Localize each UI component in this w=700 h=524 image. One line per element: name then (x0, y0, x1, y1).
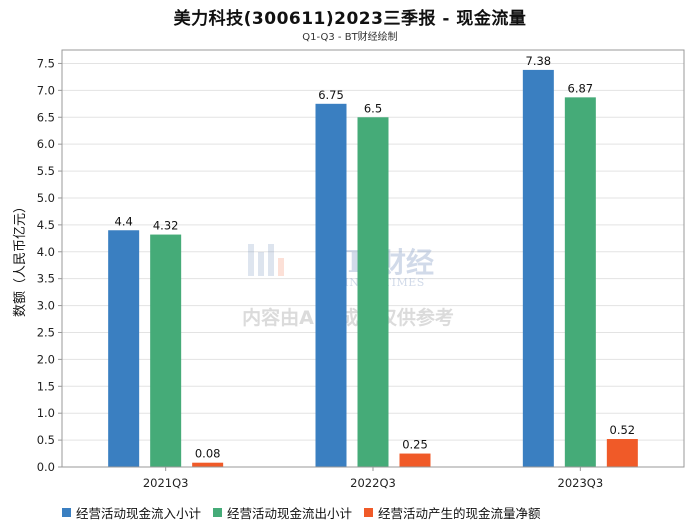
y-tick-label-13: 6.5 (37, 110, 55, 124)
legend-label-net: 经营活动产生的现金流量净额 (378, 506, 541, 521)
y-tick-label-8: 4.0 (37, 245, 55, 259)
chart-subtitle: Q1-Q3 - BT财经绘制 (302, 32, 398, 43)
bar-2022Q3-s0 (315, 103, 347, 467)
axes: 0.0 0.5 1.0 1.5 2.0 2.5 3.0 3.5 4.0 4.5 5.0 5.5 6.0 6… (37, 49, 685, 490)
legend-swatch-net (364, 508, 374, 517)
x-tick-label-0: 2021Q3 (143, 476, 189, 490)
legend-label-inflow: 经营活动现金流入小计 (76, 506, 202, 521)
legend-swatch-outflow (213, 508, 223, 517)
y-tick-label-7: 3.5 (37, 272, 55, 286)
x-tick-label-2: 2023Q3 (558, 476, 604, 490)
data-label-2022Q3-s1: 6.5 (364, 101, 382, 115)
y-tick-label-11: 5.5 (37, 164, 55, 178)
legend-label-outflow: 经营活动现金流出小计 (227, 506, 353, 521)
legend-item-inflow[interactable]: 经营活动现金流入小计 (62, 503, 201, 522)
legend-item-net[interactable]: 经营活动产生的现金流量净额 (364, 503, 541, 522)
y-tick-label-5: 2.5 (37, 325, 55, 339)
bar-2023Q3-s0 (522, 69, 554, 467)
bar-2022Q3-s2 (399, 453, 431, 467)
bar-2021Q3-s2 (192, 462, 224, 467)
data-label-2022Q3-s0: 6.75 (318, 88, 344, 102)
y-tick-label-14: 7.0 (37, 83, 55, 97)
watermark-notice: 内容由AI生成，仅供参考 (242, 306, 454, 329)
data-labels: 4.4 4.32 0.08 6.75 6.5 0.25 7.38 6.87 0.52 (115, 54, 636, 461)
legend: 经营活动现金流入小计 经营活动现金流出小计 经营活动产生的现金流量净额 (62, 503, 541, 522)
y-axis-label: 数额（人民币亿元） (13, 200, 28, 317)
y-tick-label-1: 0.5 (37, 433, 55, 447)
y-tick-label-2: 1.0 (37, 406, 55, 420)
data-label-2021Q3-s0: 4.4 (115, 214, 133, 228)
data-label-2021Q3-s1: 4.32 (153, 219, 179, 233)
data-label-2023Q3-s1: 6.87 (568, 81, 594, 95)
y-tick-label-15: 7.5 (37, 56, 55, 70)
data-label-2023Q3-s2: 0.52 (610, 423, 636, 437)
bar-2021Q3-s1 (150, 234, 182, 467)
y-tick-label-9: 4.5 (37, 218, 55, 232)
bar-marks (108, 69, 638, 468)
x-tick-label-1: 2022Q3 (350, 476, 396, 490)
y-tick-label-0: 0.0 (37, 460, 55, 474)
data-label-2021Q3-s2: 0.08 (195, 447, 221, 461)
bar-2023Q3-s2 (606, 439, 638, 467)
y-tick-label-3: 1.5 (37, 379, 55, 393)
bar-2021Q3-s0 (108, 230, 140, 467)
legend-item-outflow[interactable]: 经营活动现金流出小计 (213, 503, 352, 522)
y-tick-label-10: 5.0 (37, 191, 55, 205)
data-label-2023Q3-s0: 7.38 (526, 54, 552, 68)
bar-2022Q3-s1 (357, 117, 389, 468)
bar-2023Q3-s1 (564, 97, 596, 468)
chart-title: 美力科技(300611)2023三季报 - 现金流量 (173, 9, 527, 29)
legend-swatch-inflow (62, 508, 71, 517)
y-tick-label-4: 2.0 (37, 352, 55, 366)
bt-logo-icon (248, 244, 284, 276)
watermark: BT 财经 BUSINESSTIMES 内容由AI生成，仅供参考 (242, 244, 454, 329)
data-label-2022Q3-s2: 0.25 (402, 438, 428, 452)
y-tick-label-6: 3.0 (37, 299, 55, 313)
y-tick-label-12: 6.0 (37, 137, 55, 151)
